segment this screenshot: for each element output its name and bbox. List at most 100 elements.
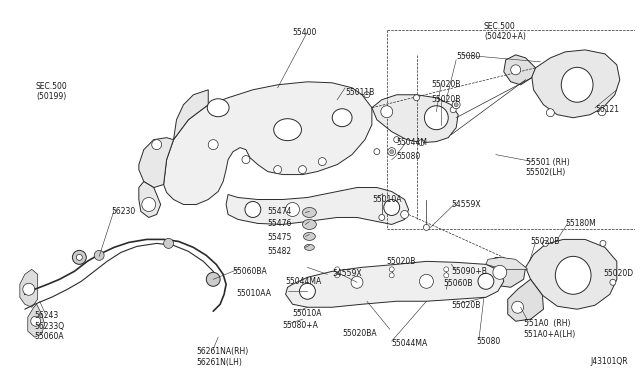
Circle shape <box>600 240 606 246</box>
Circle shape <box>493 265 507 279</box>
Circle shape <box>390 150 394 154</box>
Text: 55010A: 55010A <box>372 195 401 203</box>
Text: J43101QR: J43101QR <box>590 357 628 366</box>
Circle shape <box>335 273 340 278</box>
Text: 55474: 55474 <box>268 208 292 217</box>
Circle shape <box>512 301 524 313</box>
Circle shape <box>424 106 448 130</box>
Circle shape <box>31 316 41 326</box>
Text: 55060BA: 55060BA <box>232 267 267 276</box>
Ellipse shape <box>274 119 301 141</box>
Text: 56243
56233Q
55060A: 56243 56233Q 55060A <box>35 311 65 341</box>
Text: 55044MA: 55044MA <box>285 277 322 286</box>
Text: 55080: 55080 <box>476 337 500 346</box>
Circle shape <box>245 202 261 218</box>
Text: 54559X: 54559X <box>332 269 362 278</box>
Polygon shape <box>486 257 527 269</box>
Circle shape <box>389 267 394 272</box>
Circle shape <box>351 276 363 288</box>
Text: 56121: 56121 <box>595 105 619 114</box>
Ellipse shape <box>303 219 316 230</box>
Text: 55020BA: 55020BA <box>342 329 377 338</box>
Polygon shape <box>508 279 543 321</box>
Text: 55010A: 55010A <box>292 309 322 318</box>
Polygon shape <box>372 95 458 142</box>
Circle shape <box>598 108 606 116</box>
Text: 55476: 55476 <box>268 219 292 228</box>
Polygon shape <box>20 269 38 307</box>
Polygon shape <box>139 182 161 218</box>
Circle shape <box>206 272 220 286</box>
Polygon shape <box>532 50 620 118</box>
Circle shape <box>274 166 282 174</box>
Text: 55020B: 55020B <box>431 95 461 104</box>
Circle shape <box>389 273 394 278</box>
Circle shape <box>478 273 494 289</box>
Ellipse shape <box>561 67 593 102</box>
Circle shape <box>76 254 83 260</box>
Ellipse shape <box>305 244 314 250</box>
Circle shape <box>142 198 156 211</box>
Circle shape <box>454 103 458 107</box>
Text: 55482: 55482 <box>268 247 292 256</box>
Ellipse shape <box>303 208 316 218</box>
Circle shape <box>379 215 385 221</box>
Circle shape <box>285 202 300 217</box>
Text: 55080: 55080 <box>456 52 481 61</box>
Ellipse shape <box>556 256 591 294</box>
Text: 56261NA(RH)
56261N(LH): 56261NA(RH) 56261N(LH) <box>196 347 248 366</box>
Polygon shape <box>226 187 408 224</box>
Circle shape <box>364 92 370 98</box>
Text: 55011B: 55011B <box>345 88 374 97</box>
Circle shape <box>23 283 35 295</box>
Text: 55180M: 55180M <box>565 219 596 228</box>
Text: 55501 (RH)
55502(LH): 55501 (RH) 55502(LH) <box>525 158 570 177</box>
Circle shape <box>444 267 449 272</box>
Circle shape <box>388 148 396 155</box>
Ellipse shape <box>207 99 229 117</box>
Circle shape <box>72 250 86 264</box>
Circle shape <box>419 274 433 288</box>
Text: 55020B: 55020B <box>531 237 560 246</box>
Text: 56230: 56230 <box>111 208 135 217</box>
Text: 55080: 55080 <box>397 152 421 161</box>
Circle shape <box>208 140 218 150</box>
Circle shape <box>394 137 399 142</box>
Circle shape <box>444 273 449 278</box>
Text: 55044MA: 55044MA <box>392 339 428 348</box>
Circle shape <box>318 158 326 166</box>
Text: 55475: 55475 <box>268 233 292 243</box>
Polygon shape <box>285 262 504 307</box>
Circle shape <box>381 106 393 118</box>
Polygon shape <box>486 257 525 287</box>
Ellipse shape <box>332 109 352 127</box>
Circle shape <box>300 283 316 299</box>
Circle shape <box>374 149 380 155</box>
Circle shape <box>94 250 104 260</box>
Text: 55020B: 55020B <box>431 80 461 89</box>
Text: 55090+B: 55090+B <box>451 267 487 276</box>
Circle shape <box>419 140 424 146</box>
Circle shape <box>450 107 456 113</box>
Text: 55400: 55400 <box>292 28 317 37</box>
Text: 55044M: 55044M <box>397 138 428 147</box>
Circle shape <box>424 224 429 230</box>
Polygon shape <box>139 138 173 187</box>
Circle shape <box>511 65 520 75</box>
Text: 55020D: 55020D <box>603 269 633 278</box>
Circle shape <box>452 101 460 109</box>
Text: 55020B: 55020B <box>387 257 416 266</box>
Polygon shape <box>504 55 536 85</box>
Circle shape <box>401 211 408 218</box>
Circle shape <box>164 238 173 248</box>
Circle shape <box>543 240 548 246</box>
Polygon shape <box>164 82 372 205</box>
Circle shape <box>413 95 419 101</box>
Polygon shape <box>28 304 45 337</box>
Circle shape <box>242 155 250 164</box>
Polygon shape <box>525 240 617 309</box>
Text: 55010AA: 55010AA <box>236 289 271 298</box>
Circle shape <box>152 140 162 150</box>
Text: 55080+A: 55080+A <box>283 321 319 330</box>
Circle shape <box>335 267 340 272</box>
